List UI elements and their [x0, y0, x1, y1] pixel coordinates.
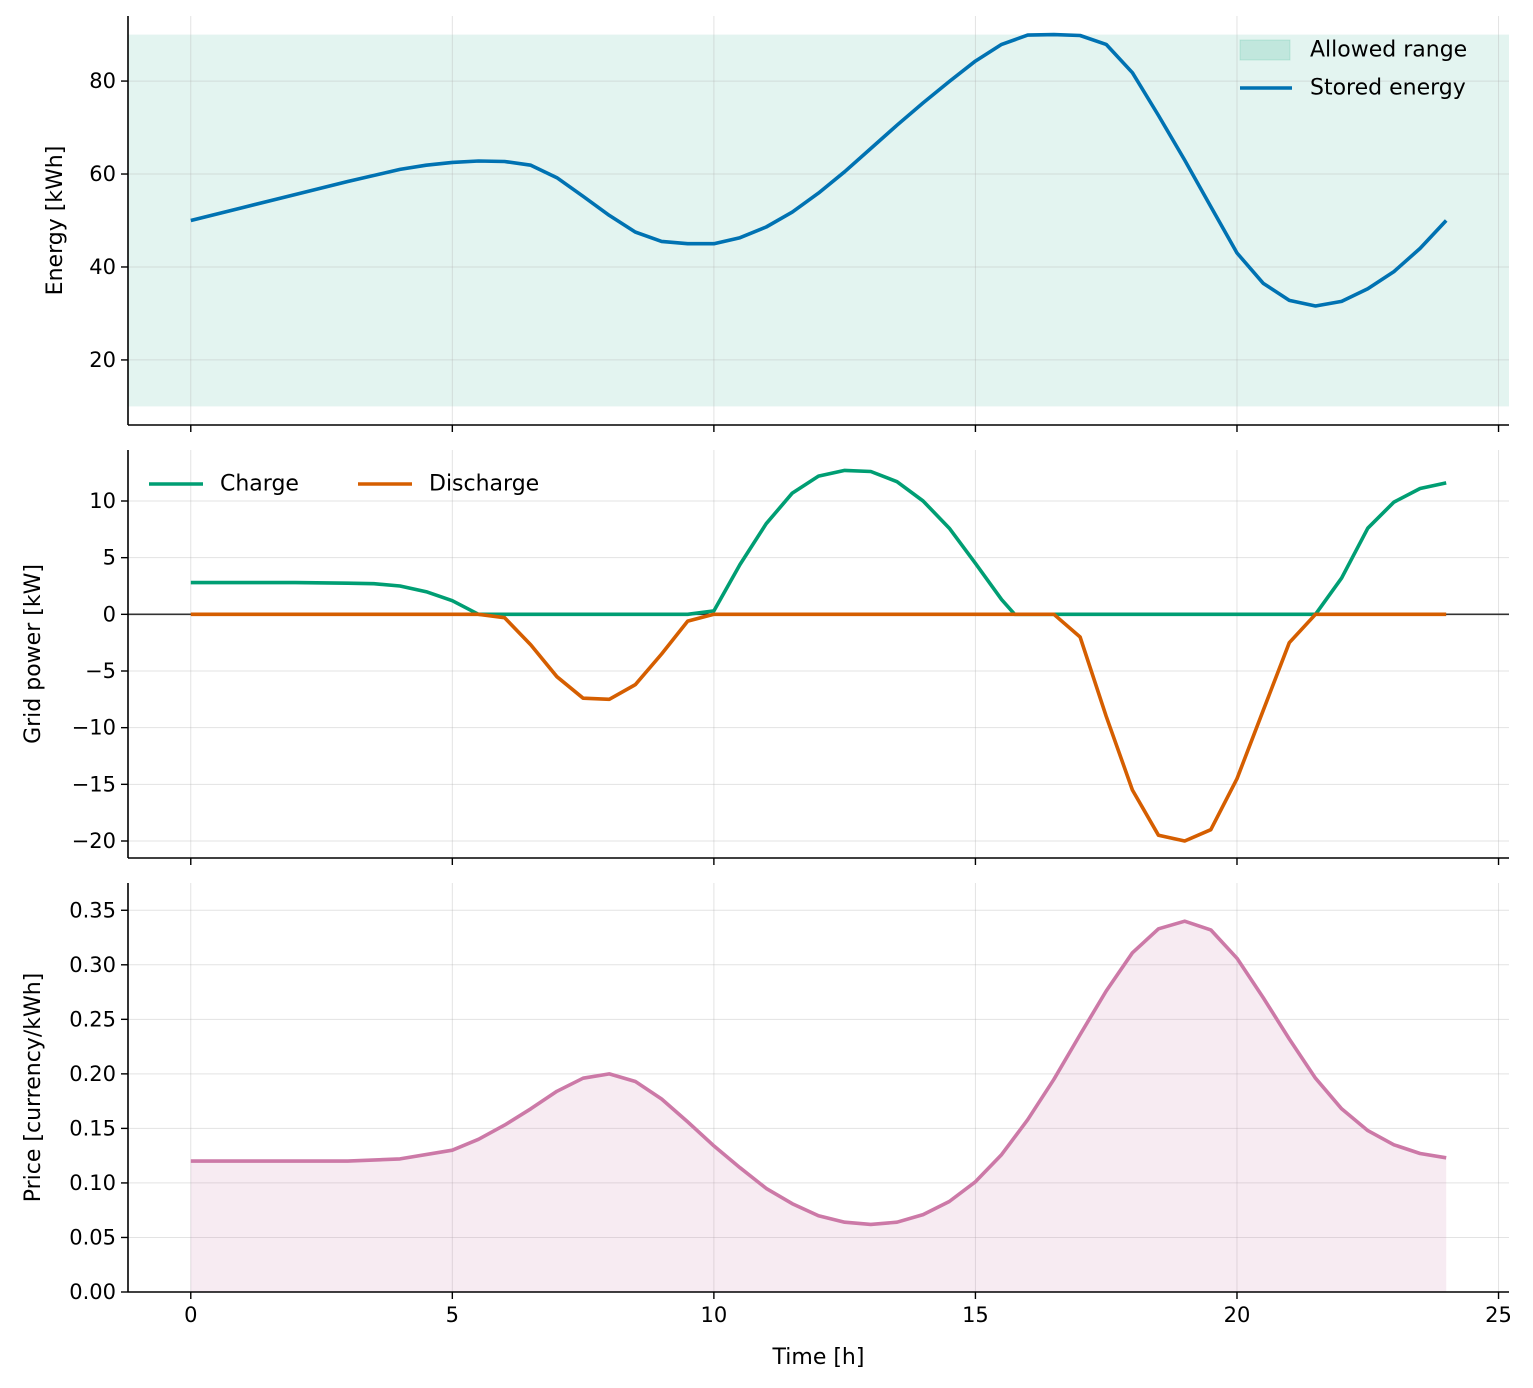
y-axis-label: Energy [kWh]	[43, 146, 68, 296]
y-tick-label: 0.00	[69, 1280, 116, 1304]
x-tick-label: 15	[962, 1303, 989, 1327]
x-tick-label: 0	[184, 1303, 197, 1327]
y-tick-label: 10	[89, 489, 116, 513]
y-axis-label: Price [currency/kWh]	[21, 973, 46, 1203]
y-tick-label: 0.05	[69, 1225, 116, 1249]
legend-label-charge: Charge	[220, 472, 299, 497]
y-tick-label: −20	[72, 829, 116, 853]
y-tick-label: 0.20	[69, 1062, 116, 1086]
y-tick-label: −15	[72, 772, 116, 796]
legend-top: Allowed range Stored energy	[1239, 38, 1467, 101]
y-tick-label: 20	[89, 348, 116, 372]
y-tick-label: 80	[89, 69, 116, 93]
legend-label-allowed-range: Allowed range	[1310, 38, 1467, 63]
x-tick-label: 20	[1224, 1303, 1251, 1327]
series-line-price	[190, 919, 1447, 1227]
price-area	[190, 921, 1447, 1292]
legend-label-discharge: Discharge	[429, 472, 539, 497]
y-axis-label: Grid power [kW]	[21, 564, 46, 744]
x-axis-label: Time [h]	[772, 1345, 865, 1370]
y-tick-label: 0.30	[69, 953, 116, 977]
panel-3: 0.00 0.05 0.10 0.15 0.20 0.25 0.30 0.35 0 5 10 15 20…	[21, 883, 1512, 1370]
legend-swatch-allowed-range	[1239, 39, 1291, 61]
y-tick-label: 0.25	[69, 1007, 116, 1031]
y-tick-label: −10	[72, 716, 116, 740]
panel-2: −20 −15 −10 −5 0 5 10 Grid power [kW] Charge Disc…	[21, 450, 1509, 865]
series-line-charge	[190, 468, 1447, 617]
y-tick-label: 60	[89, 162, 116, 186]
allowed-range-band	[128, 34, 1509, 407]
y-tick-label: 40	[89, 255, 116, 279]
panel-1: 20 40 60 80 Energy [kWh] Allowed range Stored …	[43, 16, 1509, 432]
y-tick-label: 0.15	[69, 1116, 116, 1140]
legend-middle: Charge Discharge	[149, 472, 539, 497]
y-tick-label: 0.10	[69, 1171, 116, 1195]
y-tick-label: 0.35	[69, 898, 116, 922]
legend-label-stored-energy: Stored energy	[1310, 76, 1466, 101]
x-tick-label: 25	[1485, 1303, 1512, 1327]
x-tick-label: 10	[701, 1303, 728, 1327]
y-tick-label: 0	[103, 602, 116, 626]
series-line-discharge	[190, 612, 1447, 843]
y-tick-label: −5	[85, 659, 116, 683]
x-tick-label: 5	[446, 1303, 459, 1327]
series-line-stored-energy	[190, 32, 1448, 308]
y-tick-label: 5	[103, 546, 116, 570]
